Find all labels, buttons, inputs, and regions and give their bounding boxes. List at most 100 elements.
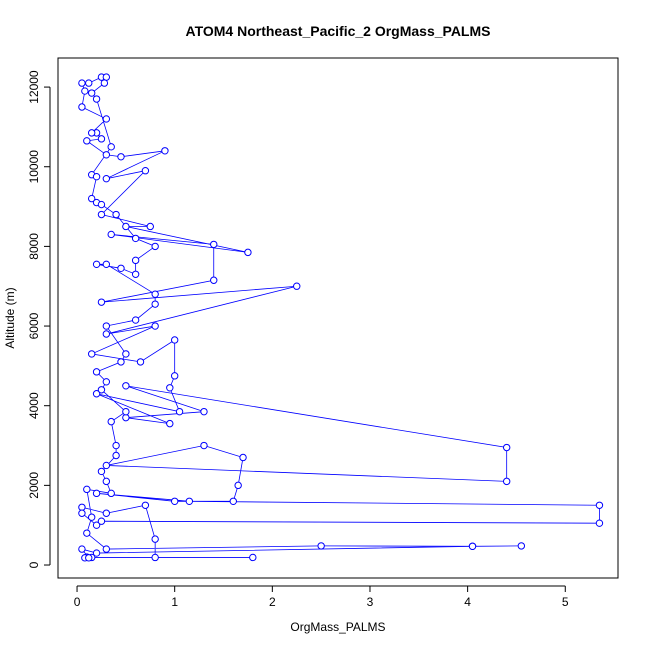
x-tick-label: 3 (367, 595, 374, 609)
data-point (107, 417, 115, 426)
data-point (92, 549, 101, 557)
data-point (102, 260, 111, 269)
y-tick-label: 6000 (27, 312, 41, 339)
data-point (131, 316, 140, 324)
data-point (102, 151, 111, 159)
data-point (102, 477, 111, 486)
data-point (78, 103, 86, 111)
data-point (122, 413, 130, 422)
data-point (210, 276, 218, 284)
data-point (97, 210, 106, 219)
data-point (112, 210, 120, 219)
data-point (502, 443, 511, 452)
data-point (102, 509, 111, 517)
data-point (92, 260, 101, 269)
y-tick-label: 0 (27, 561, 41, 568)
data-point (131, 256, 140, 265)
data-point (97, 200, 106, 209)
data-point (78, 545, 86, 553)
data-point (131, 270, 140, 278)
data-point (210, 240, 218, 249)
data-point (136, 358, 145, 366)
y-tick-label: 12000 (27, 70, 41, 104)
data-point (112, 451, 120, 460)
data-point (85, 554, 93, 562)
data-point (141, 501, 150, 509)
x-tick-label: 5 (562, 595, 569, 609)
data-point (595, 519, 604, 527)
plot-frame (57, 57, 619, 579)
data-point (117, 153, 125, 161)
data-point (102, 330, 111, 338)
data-point (166, 419, 174, 428)
data-point (102, 461, 111, 470)
y-tick-label: 4000 (27, 392, 41, 419)
data-point (102, 545, 111, 553)
data-point (83, 529, 91, 537)
data-point (87, 350, 96, 358)
data-point (107, 143, 115, 151)
data-point (97, 135, 106, 143)
data-point (102, 115, 111, 123)
data-point (92, 390, 101, 398)
data-point (83, 485, 91, 494)
data-point (502, 477, 511, 486)
data-point (200, 407, 208, 416)
data-point (117, 358, 125, 366)
data-point (468, 542, 477, 550)
data-point (141, 167, 150, 175)
data-point (166, 384, 174, 392)
data-point (293, 282, 301, 290)
data-point (87, 89, 96, 97)
data-point (92, 95, 101, 103)
data-point (92, 489, 101, 498)
data-point (200, 441, 208, 450)
data-point (122, 350, 130, 358)
data-point (122, 407, 130, 416)
data-point (151, 322, 159, 330)
data-point (170, 336, 179, 344)
data-point (151, 553, 159, 562)
data-point (97, 517, 106, 525)
data-point (244, 248, 252, 257)
data-point (317, 542, 325, 550)
data-point (83, 137, 91, 145)
data-point (97, 467, 106, 476)
data-point (107, 489, 115, 498)
data-point (122, 222, 130, 231)
data-point (249, 553, 257, 562)
data-point (234, 481, 242, 490)
data-point (102, 378, 111, 386)
data-point (595, 501, 604, 509)
data-point (151, 300, 159, 308)
x-tick-label: 1 (171, 595, 178, 609)
y-tick-label: 2000 (27, 472, 41, 499)
data-point (85, 79, 93, 87)
data-point (122, 382, 130, 390)
data-point (170, 372, 179, 380)
data-point (239, 453, 247, 462)
data-point (92, 521, 101, 529)
data-point (87, 129, 96, 137)
data-point (151, 242, 159, 251)
data-point (92, 368, 101, 376)
data-point (97, 298, 106, 306)
data-point (229, 497, 237, 505)
data-point (92, 172, 101, 181)
x-tick-label: 0 (74, 595, 81, 609)
data-point (185, 497, 194, 505)
data-point (107, 230, 115, 239)
data-point (102, 322, 111, 330)
data-point (161, 147, 169, 155)
data-point (78, 79, 86, 87)
data-point (131, 234, 140, 243)
data-point (112, 441, 120, 450)
x-axis-label: OrgMass_PALMS (290, 620, 385, 634)
data-point (517, 542, 526, 550)
data-point (87, 194, 96, 203)
data-point (78, 509, 86, 517)
data-point (151, 290, 159, 298)
data-point (170, 497, 179, 505)
